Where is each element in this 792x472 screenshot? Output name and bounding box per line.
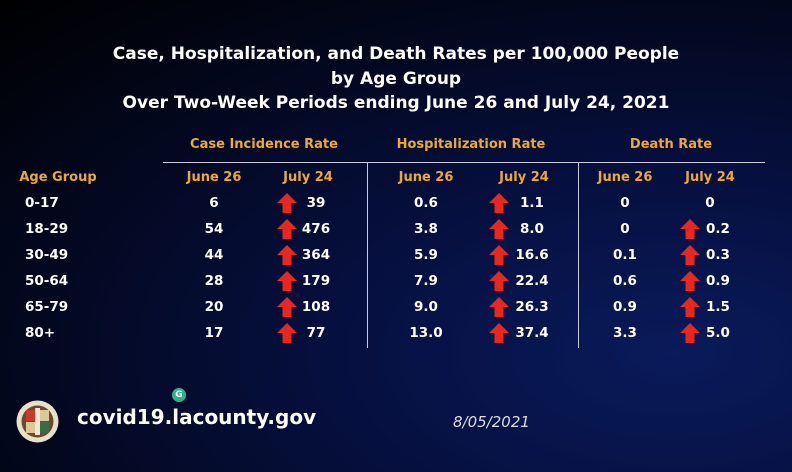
- up-arrow-icon: [277, 323, 297, 343]
- up-arrow-icon: [489, 193, 509, 213]
- case-june-26-value: 28: [204, 273, 224, 289]
- death-june-26-value: 0: [620, 221, 630, 237]
- column-divider: [578, 163, 579, 348]
- group-header-case: Case Incidence Rate: [190, 137, 338, 152]
- group-header-hospitalization: Hospitalization Rate: [396, 137, 546, 152]
- up-arrow-icon: [489, 271, 509, 291]
- hospitalization-june-26-value: 0.6: [414, 195, 438, 211]
- date: 8/05/2021: [453, 413, 530, 431]
- age-group-label: 30-49: [25, 247, 69, 263]
- death-june-26-value: 0.9: [613, 299, 637, 315]
- subheader-june-26: June 26: [186, 170, 242, 185]
- hospitalization-july-24-value: 1.1: [520, 195, 544, 211]
- website-url: covid19.lacounty.gov: [77, 405, 317, 429]
- death-july-24-value: 1.5: [706, 299, 730, 315]
- case-july-24-value: 476: [301, 221, 331, 237]
- case-july-24-value: 77: [306, 325, 326, 341]
- subheader-july-24: July 24: [283, 170, 333, 185]
- hospitalization-july-24-value: 37.4: [515, 325, 549, 341]
- group-header-death: Death Rate: [629, 137, 713, 152]
- death-june-26-value: 0.1: [613, 247, 637, 263]
- age-group-label: 80+: [25, 325, 56, 341]
- age-group-label: 0-17: [25, 195, 59, 211]
- hospitalization-june-26-value: 5.9: [414, 247, 438, 263]
- hospitalization-june-26-value: 9.0: [414, 299, 438, 315]
- death-july-24-value: 0: [705, 195, 715, 211]
- case-june-26-value: 17: [204, 325, 224, 341]
- case-july-24-value: 108: [301, 299, 331, 315]
- death-june-26-value: 0: [620, 195, 630, 211]
- hospitalization-july-24-value: 26.3: [515, 299, 549, 315]
- up-arrow-icon: [277, 245, 297, 265]
- case-july-24-value: 39: [306, 195, 326, 211]
- hospitalization-july-24-value: 16.6: [515, 247, 549, 263]
- subheader-july-24: July 24: [499, 170, 549, 185]
- hospitalization-june-26-value: 3.8: [414, 221, 438, 237]
- case-june-26-value: 20: [204, 299, 224, 315]
- up-arrow-icon: [680, 271, 700, 291]
- case-june-26-value: 54: [204, 221, 224, 237]
- subheader-july-24: July 24: [685, 170, 735, 185]
- column-divider: [367, 163, 368, 348]
- up-arrow-icon: [277, 271, 297, 291]
- hospitalization-july-24-value: 22.4: [515, 273, 549, 289]
- death-june-26-value: 3.3: [613, 325, 637, 341]
- title-line-1: Case, Hospitalization, and Death Rates p…: [112, 44, 680, 64]
- hospitalization-june-26-value: 13.0: [409, 325, 443, 341]
- title-line-3: Over Two-Week Periods ending June 26 and…: [122, 93, 670, 113]
- age-group-label: 65-79: [25, 299, 69, 315]
- title-line-2: by Age Group: [330, 69, 462, 89]
- up-arrow-icon: [277, 297, 297, 317]
- up-arrow-icon: [680, 323, 700, 343]
- death-july-24-value: 0.3: [706, 247, 730, 263]
- up-arrow-icon: [277, 193, 297, 213]
- age-group-label: 50-64: [25, 273, 69, 289]
- death-july-24-value: 0.2: [706, 221, 730, 237]
- age-group-header: Age Group: [19, 170, 97, 185]
- grammarly-icon[interactable]: G: [172, 388, 186, 402]
- up-arrow-icon: [277, 219, 297, 239]
- up-arrow-icon: [680, 245, 700, 265]
- case-june-26-value: 6: [209, 195, 219, 211]
- subheader-june-26: June 26: [597, 170, 653, 185]
- hospitalization-july-24-value: 8.0: [520, 221, 544, 237]
- up-arrow-icon: [680, 219, 700, 239]
- case-july-24-value: 179: [301, 273, 331, 289]
- age-group-label: 18-29: [25, 221, 69, 237]
- up-arrow-icon: [489, 323, 509, 343]
- case-july-24-value: 364: [301, 247, 331, 263]
- hospitalization-june-26-value: 7.9: [414, 273, 438, 289]
- case-june-26-value: 44: [204, 247, 224, 263]
- death-june-26-value: 0.6: [613, 273, 637, 289]
- up-arrow-icon: [680, 297, 700, 317]
- la-county-seal-logo: [16, 400, 59, 443]
- death-july-24-value: 0.9: [706, 273, 730, 289]
- up-arrow-icon: [489, 219, 509, 239]
- death-july-24-value: 5.0: [706, 325, 730, 341]
- subheader-june-26: June 26: [398, 170, 454, 185]
- up-arrow-icon: [489, 245, 509, 265]
- header-divider: [163, 162, 765, 163]
- up-arrow-icon: [489, 297, 509, 317]
